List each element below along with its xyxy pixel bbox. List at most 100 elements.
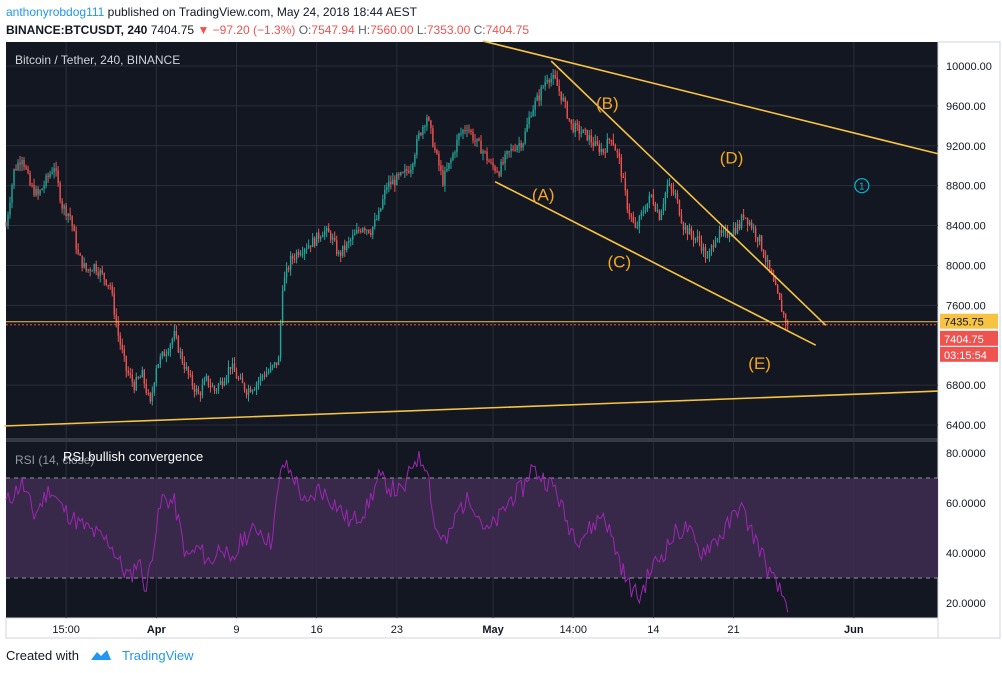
candle-body: [597, 141, 598, 144]
candle-body: [188, 367, 189, 374]
candle-body: [424, 126, 425, 127]
candle-body: [464, 130, 465, 131]
candle-body: [210, 385, 211, 386]
candle-body: [13, 169, 14, 185]
candle-body: [747, 218, 748, 225]
candle-body: [671, 185, 672, 189]
candle-body: [17, 163, 18, 170]
time-tick-label: 21: [727, 624, 739, 636]
candle-body: [414, 155, 415, 164]
candle-body: [226, 377, 227, 382]
candle-body: [51, 172, 52, 173]
candle-body: [635, 223, 636, 228]
author-link[interactable]: anthonyrobdog111: [6, 5, 104, 19]
candle-body: [534, 101, 535, 110]
candle-body: [779, 293, 780, 300]
publish-header: anthonyrobdog111 published on TradingVie…: [6, 5, 417, 19]
candle-body: [426, 117, 427, 126]
candle-body: [104, 273, 105, 279]
candle-body: [302, 253, 303, 254]
candle-body: [569, 118, 570, 119]
candle-body: [482, 151, 483, 153]
candle-body: [156, 368, 157, 383]
candle-body: [659, 210, 660, 220]
candle-body: [45, 176, 46, 186]
candle-body: [352, 235, 353, 240]
candle-body: [47, 176, 48, 177]
footer: Created with TradingView: [6, 648, 194, 665]
candle-body: [615, 145, 616, 151]
wave-label: (D): [720, 149, 744, 168]
candle-body: [268, 371, 269, 373]
candle-body: [530, 116, 531, 117]
candle-body: [108, 285, 109, 286]
candle-body: [342, 246, 343, 256]
candle-body: [146, 384, 147, 393]
candle-body: [681, 215, 682, 223]
candle-body: [256, 384, 257, 390]
low-label: L:: [417, 23, 427, 37]
candle-body: [504, 154, 505, 163]
open-value: 7547.94: [311, 23, 354, 37]
candle-body: [312, 238, 313, 247]
candle-body: [458, 134, 459, 140]
candle-body: [448, 163, 449, 169]
candle-body: [202, 385, 203, 395]
candle-body: [641, 213, 642, 216]
candle-body: [444, 171, 445, 185]
candle-body: [140, 377, 141, 378]
candle-body: [184, 363, 185, 369]
price-tick-label: 8800.00: [946, 181, 986, 193]
candle-body: [294, 259, 295, 260]
candle-body: [719, 230, 720, 238]
candle-body: [552, 75, 553, 79]
price-tick-label: 7600.00: [946, 300, 986, 312]
candle-body: [71, 216, 72, 226]
candle-body: [603, 149, 604, 152]
candle-body: [627, 190, 628, 209]
price-chart[interactable]: 10000.00 9600.00 9200.00 8800.00 8400.00 8000…: [0, 40, 1002, 640]
pane-separator: [6, 438, 938, 442]
candle-body: [228, 367, 229, 377]
candle-body: [384, 190, 385, 199]
candle-body: [270, 367, 271, 371]
candle-body: [571, 119, 572, 123]
candle-body: [542, 86, 543, 87]
candle-body: [697, 236, 698, 238]
candle-body: [629, 210, 630, 215]
ohlc-header: BINANCE:BTCUSDT, 240 7404.75 ▼ −97.20 (−…: [6, 23, 529, 37]
candle-body: [741, 215, 742, 228]
candle-body: [759, 235, 760, 241]
candle-body: [15, 169, 16, 170]
candle-body: [35, 189, 36, 195]
tradingview-link[interactable]: TradingView: [122, 648, 194, 663]
candle-body: [79, 254, 80, 256]
rsi-tick-label: 40.0000: [946, 548, 986, 560]
candle-body: [643, 212, 644, 213]
candle-body: [538, 96, 539, 101]
candle-body: [200, 394, 201, 395]
price-tick-label: 9200.00: [946, 141, 986, 153]
candle-body: [757, 237, 758, 241]
candle-body: [709, 251, 710, 258]
candle-body: [246, 390, 247, 395]
candle-body: [492, 163, 493, 167]
candle-body: [418, 133, 419, 139]
candle-body: [136, 377, 137, 390]
candle-body: [168, 352, 169, 355]
high-value: 7560.00: [370, 23, 413, 37]
candle-body: [619, 153, 620, 158]
candle-body: [148, 393, 149, 394]
candle-body: [470, 131, 471, 132]
candle-body: [100, 270, 101, 276]
candle-body: [683, 223, 684, 230]
high-label: H:: [358, 23, 370, 37]
candle-body: [59, 183, 60, 201]
candle-body: [318, 233, 319, 239]
low-value: 7353.00: [427, 23, 470, 37]
candle-body: [124, 350, 125, 357]
candle-body: [402, 172, 403, 173]
time-tick-label: 15:00: [52, 624, 80, 636]
candle-body: [474, 141, 475, 142]
candle-body: [665, 193, 666, 204]
